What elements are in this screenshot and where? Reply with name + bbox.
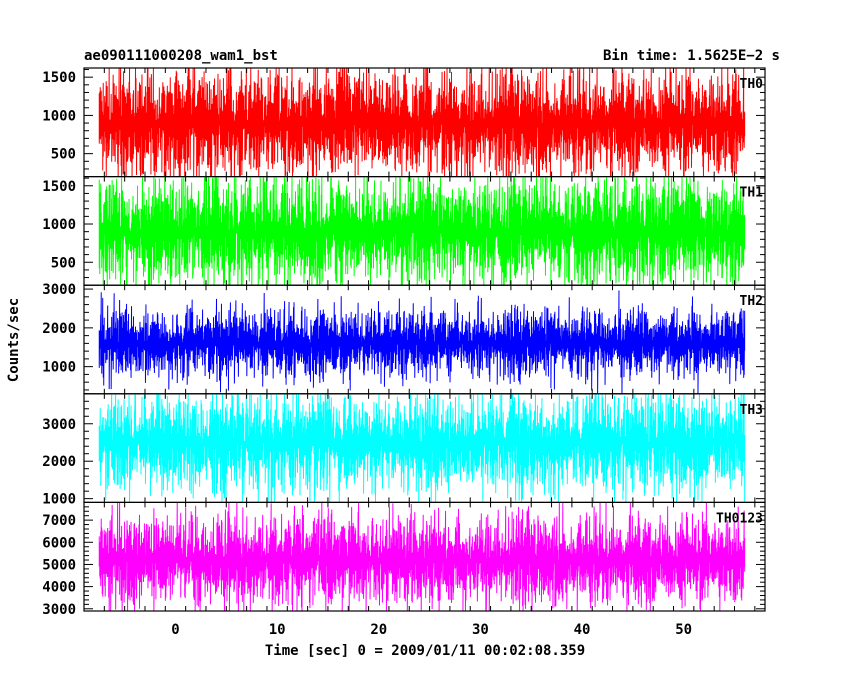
panel-label-th1: TH1	[740, 186, 764, 201]
y-tick-label: 500	[51, 147, 76, 163]
series-line-th0123	[98, 502, 746, 611]
series-line-th1	[98, 176, 746, 286]
x-axis-label: Time [sec] 0 = 2009/01/11 00:02:08.359	[265, 643, 585, 659]
y-axis-label: Counts/sec	[6, 298, 22, 382]
y-tick-label: 2000	[42, 454, 76, 470]
y-tick-label: 500	[51, 255, 76, 271]
panel-label-th3: TH3	[740, 403, 763, 418]
x-tick-label: 10	[269, 622, 286, 638]
y-tick-label: 1000	[42, 217, 76, 233]
y-tick-label: 1000	[42, 360, 76, 376]
y-tick-label: 1000	[42, 108, 76, 124]
panel-label-th2: TH2	[740, 294, 763, 309]
series-line-th3	[98, 393, 746, 503]
y-tick-label: 5000	[42, 557, 76, 573]
panel-label-th0123: TH0123	[716, 511, 763, 526]
bin-time-label: Bin time: 1.5625E−2 s	[603, 48, 780, 64]
x-tick-label: 0	[171, 622, 179, 638]
series-line-th2	[98, 290, 746, 394]
panel-frame-th0123	[83, 501, 766, 612]
series-line-th0	[98, 68, 746, 177]
y-tick-label: 1500	[42, 179, 76, 195]
y-tick-label: 3000	[42, 602, 76, 618]
y-tick-label: 6000	[42, 535, 76, 551]
y-tick-label: 7000	[42, 513, 76, 529]
x-tick-label: 40	[574, 622, 591, 638]
x-tick-label: 20	[370, 622, 387, 638]
y-tick-label: 1000	[42, 492, 76, 508]
x-tick-label: 50	[675, 622, 692, 638]
y-tick-label: 4000	[42, 580, 76, 596]
x-tick-label: 30	[472, 622, 489, 638]
y-tick-label: 3000	[42, 417, 76, 433]
y-tick-label: 1500	[42, 70, 76, 86]
chart-title: ae090111000208_wam1_bst	[84, 48, 278, 64]
y-tick-label: 2000	[42, 321, 76, 337]
panel-label-th0: TH0	[740, 77, 764, 92]
y-tick-label: 3000	[42, 282, 76, 298]
